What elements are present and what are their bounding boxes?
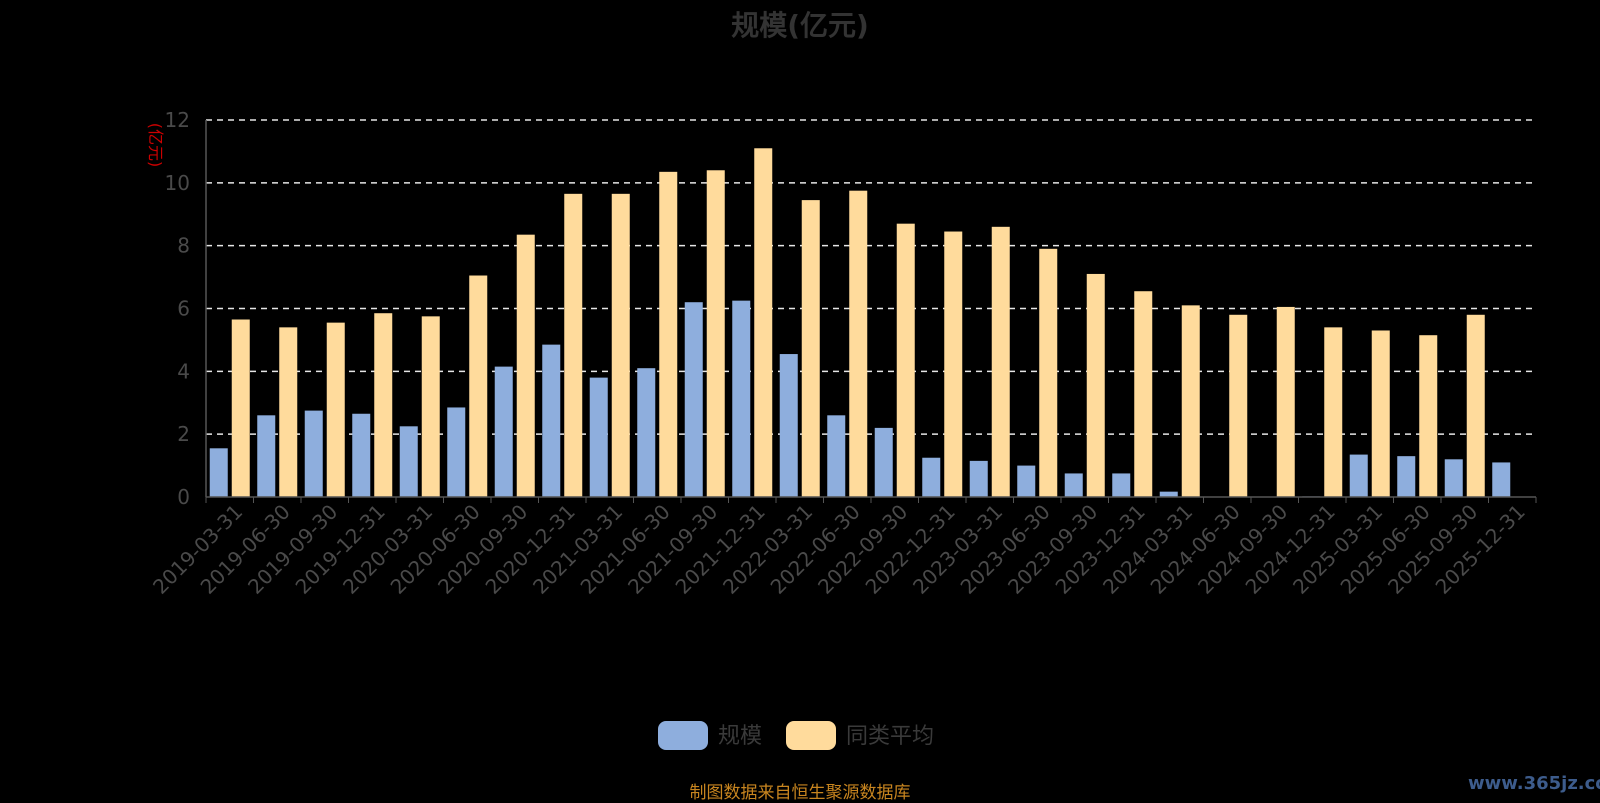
y-tick-label: 8 (177, 234, 190, 258)
bar-scale (637, 368, 656, 497)
y-tick-label: 2 (177, 422, 190, 446)
bar-scale (779, 354, 798, 497)
y-axis-ticks: 0 2 4 6 8 10 12 (165, 108, 190, 509)
bar-peer-average (1276, 306, 1295, 497)
bar-peer-average (611, 193, 630, 497)
bar-peer-average (1181, 305, 1200, 497)
bar-peer-average (421, 316, 440, 497)
legend-label: 规模 (718, 724, 762, 749)
bar-scale (922, 457, 941, 497)
bar-scale (494, 366, 513, 497)
bar-scale (1492, 462, 1511, 497)
bar-scale (969, 460, 988, 497)
bar-peer-average (1134, 291, 1153, 497)
bar-scale (304, 410, 323, 497)
bar-peer-average (1086, 273, 1105, 497)
bar-peer-average (1229, 314, 1248, 497)
y-axis-unit: (亿元) (146, 123, 165, 168)
watermark: www.365jz.com (1468, 773, 1600, 794)
chart-title: 规模(亿元) (731, 9, 869, 42)
bar-peer-average (326, 322, 345, 497)
bar-scale (399, 426, 418, 497)
legend-label: 同类平均 (846, 724, 934, 749)
x-axis-ticks: 2019-03-312019-06-302019-09-302019-12-31… (148, 500, 1530, 599)
bar-peer-average (279, 327, 298, 497)
legend: 规模 同类平均 (658, 721, 934, 750)
bar-peer-average (1039, 248, 1058, 497)
legend-swatch (786, 721, 836, 750)
y-tick-label: 6 (177, 297, 190, 321)
bar-peer-average (706, 170, 725, 497)
bar-scale (589, 377, 608, 497)
bar-scale (1112, 473, 1131, 497)
legend-swatch (658, 721, 708, 750)
bar-scale (352, 413, 371, 497)
bar-peer-average (659, 171, 678, 497)
bar-scale (257, 415, 276, 497)
y-tick-label: 10 (165, 171, 190, 195)
bar-scale (874, 427, 893, 497)
bar-scale (1064, 473, 1083, 497)
data-source-footer: 制图数据来自恒生聚源数据库 (689, 783, 911, 803)
bars (209, 148, 1511, 498)
bar-scale (1444, 459, 1463, 497)
bar-peer-average (991, 226, 1010, 498)
bar-scale (827, 415, 846, 497)
bar-peer-average (754, 148, 773, 497)
bar-peer-average (849, 190, 868, 497)
bar-peer-average (896, 223, 915, 498)
bar-peer-average (1324, 327, 1343, 497)
bar-scale (1349, 454, 1368, 497)
bar-scale (1159, 491, 1178, 497)
bar-peer-average (516, 234, 535, 497)
bar-scale (1017, 465, 1036, 497)
bar-scale (732, 300, 751, 497)
bar-peer-average (564, 193, 583, 497)
bar-scale (542, 344, 561, 497)
bar-scale (1397, 456, 1416, 497)
bar-scale (447, 407, 466, 497)
axes (205, 120, 1537, 503)
bar-peer-average (231, 319, 250, 497)
y-tick-label: 0 (177, 485, 190, 509)
bar-peer-average (1371, 330, 1390, 497)
y-tick-label: 12 (165, 108, 190, 132)
bar-scale (209, 448, 228, 497)
bar-peer-average (801, 200, 820, 498)
y-tick-label: 4 (177, 359, 190, 383)
bar-peer-average (374, 313, 393, 497)
bar-peer-average (944, 231, 963, 497)
bar-peer-average (469, 275, 488, 497)
bar-peer-average (1419, 335, 1438, 497)
bar-peer-average (1466, 314, 1485, 497)
bar-scale (684, 302, 703, 497)
